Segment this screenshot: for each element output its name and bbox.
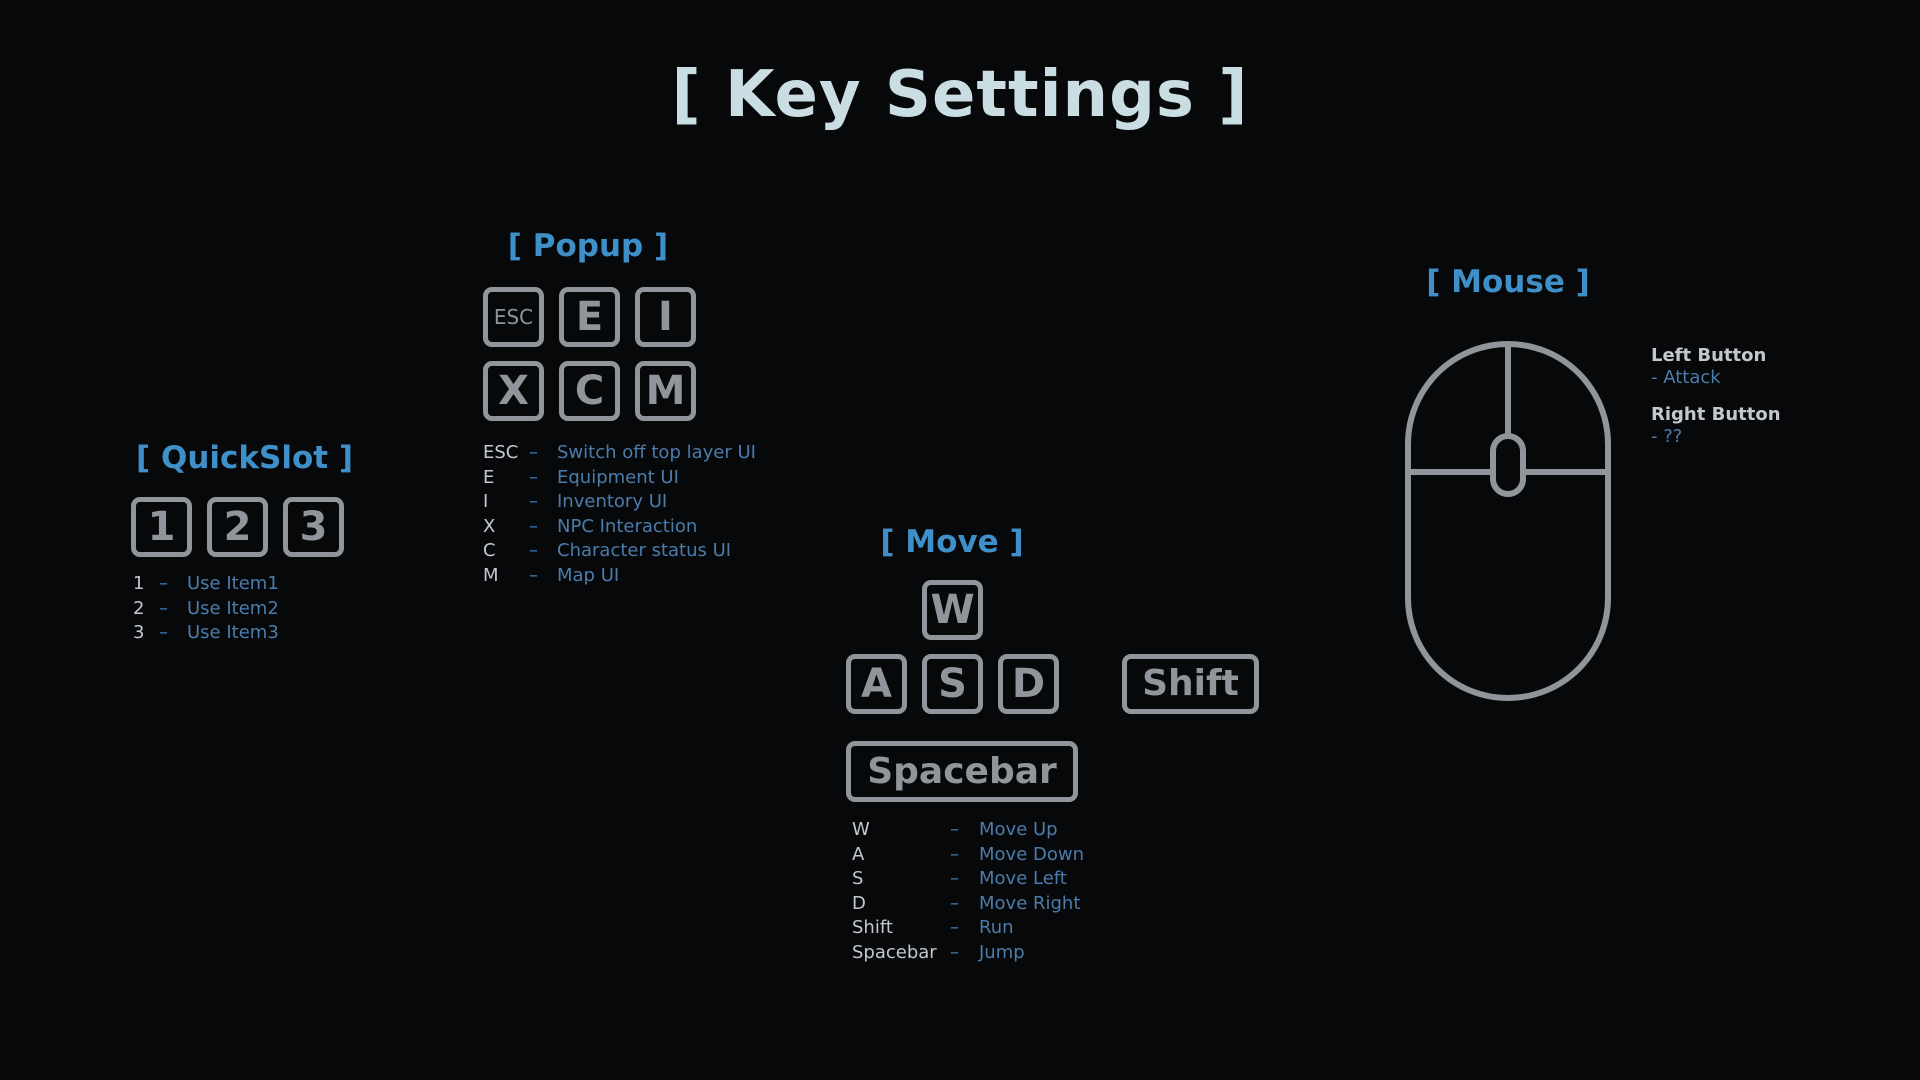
- mouse-section-title: [ Mouse ]: [1426, 264, 1590, 300]
- legend-desc: Move Left: [979, 868, 1067, 889]
- key-i: I: [635, 287, 696, 347]
- popup-legend: ESC – Switch off top layer UI E – Equipm…: [483, 441, 756, 588]
- legend-desc: Character status UI: [557, 540, 732, 561]
- key-c: C: [559, 361, 620, 421]
- move-section-title: [ Move ]: [880, 524, 1024, 560]
- legend-row: M – Map UI: [483, 564, 756, 589]
- legend-row: 2 – Use Item2: [133, 597, 279, 622]
- legend-desc: Use Item1: [187, 573, 279, 594]
- legend-dash: –: [529, 442, 538, 463]
- legend-dash: –: [950, 917, 959, 938]
- legend-desc: Switch off top layer UI: [557, 442, 756, 463]
- legend-row: W – Move Up: [852, 818, 1084, 843]
- legend-key: 1: [133, 573, 145, 594]
- legend-key: Spacebar: [852, 941, 937, 963]
- right-button-action: - ??: [1651, 426, 1683, 447]
- legend-desc: Inventory UI: [557, 491, 668, 512]
- legend-dash: –: [159, 622, 168, 643]
- legend-dash: –: [529, 491, 538, 512]
- legend-key: Shift: [852, 917, 893, 938]
- key-s: S: [922, 654, 983, 714]
- legend-desc: Use Item2: [187, 597, 279, 619]
- legend-dash: –: [529, 515, 538, 537]
- legend-row: A – Move Down: [852, 843, 1084, 868]
- legend-desc: Move Right: [979, 892, 1081, 914]
- key-spacebar: Spacebar: [846, 741, 1078, 802]
- legend-dash: –: [950, 892, 959, 914]
- legend-row: 3 – Use Item3: [133, 621, 279, 646]
- legend-dash: –: [159, 597, 168, 619]
- left-button-label: Left Button - Attack: [1651, 345, 1766, 389]
- legend-desc: Equipment UI: [557, 466, 679, 488]
- legend-key: ESC: [483, 442, 519, 463]
- legend-dash: –: [950, 941, 959, 963]
- legend-key: E: [483, 466, 495, 488]
- legend-dash: –: [950, 843, 959, 865]
- left-button-action: - Attack: [1651, 367, 1721, 388]
- legend-dash: –: [159, 573, 168, 594]
- legend-row: X – NPC Interaction: [483, 515, 756, 540]
- left-button-name: Left Button: [1651, 345, 1767, 366]
- key-x: X: [483, 361, 544, 421]
- key-d: D: [998, 654, 1059, 714]
- key-w: W: [922, 580, 983, 640]
- legend-dash: –: [529, 540, 538, 561]
- legend-row: 1 – Use Item1: [133, 572, 279, 597]
- legend-row: ESC – Switch off top layer UI: [483, 441, 756, 466]
- legend-dash: –: [529, 466, 538, 488]
- legend-row: D – Move Right: [852, 892, 1084, 917]
- key-m: M: [635, 361, 696, 421]
- mouse-icon: [1405, 341, 1611, 701]
- legend-dash: –: [950, 819, 959, 840]
- popup-section-title: [ Popup ]: [507, 228, 669, 264]
- legend-key: S: [852, 868, 864, 889]
- legend-desc: Run: [979, 917, 1014, 938]
- move-legend: W – Move Up A – Move Down S – Move Left …: [852, 818, 1084, 965]
- legend-key: 2: [133, 597, 145, 619]
- legend-desc: Move Down: [979, 843, 1084, 865]
- key-shift: Shift: [1122, 654, 1259, 714]
- legend-desc: Jump: [979, 941, 1025, 963]
- legend-dash: –: [529, 564, 538, 586]
- legend-key: C: [483, 540, 496, 561]
- key-esc: ESC: [483, 287, 544, 347]
- legend-desc: Use Item3: [187, 622, 279, 643]
- quickslot-legend: 1 – Use Item1 2 – Use Item2 3 – Use Item…: [133, 572, 279, 646]
- legend-key: I: [483, 491, 489, 512]
- quickslot-section-title: [ QuickSlot ]: [136, 440, 354, 476]
- legend-desc: NPC Interaction: [557, 515, 698, 537]
- page-title: [ Key Settings ]: [671, 58, 1249, 132]
- legend-row: C – Character status UI: [483, 539, 756, 564]
- legend-row: S – Move Left: [852, 867, 1084, 892]
- legend-row: Shift – Run: [852, 916, 1084, 941]
- key-1: 1: [131, 497, 192, 557]
- legend-key: M: [483, 564, 499, 586]
- key-a: A: [846, 654, 907, 714]
- scroll-wheel-icon: [1490, 433, 1526, 497]
- legend-desc: Move Up: [979, 819, 1058, 840]
- legend-key: X: [483, 515, 496, 537]
- legend-row: I – Inventory UI: [483, 490, 756, 515]
- legend-desc: Map UI: [557, 564, 620, 586]
- legend-key: W: [852, 819, 870, 840]
- legend-row: E – Equipment UI: [483, 466, 756, 491]
- legend-key: A: [852, 843, 865, 865]
- key-e: E: [559, 287, 620, 347]
- key-3: 3: [283, 497, 344, 557]
- right-button-name: Right Button: [1651, 404, 1781, 425]
- legend-row: Spacebar – Jump: [852, 941, 1084, 966]
- legend-key: 3: [133, 622, 145, 643]
- legend-dash: –: [950, 868, 959, 889]
- key-2: 2: [207, 497, 268, 557]
- legend-key: D: [852, 892, 866, 914]
- right-button-label: Right Button - ??: [1651, 404, 1781, 448]
